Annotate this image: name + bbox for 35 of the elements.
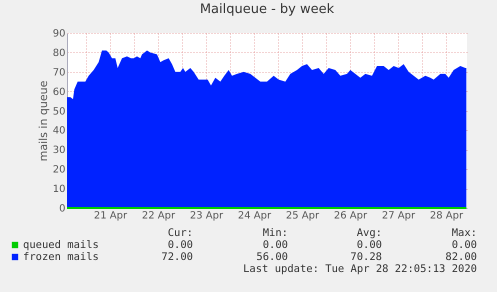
text: 0.00: [452, 239, 477, 251]
x-tick-label: 26 Apr: [334, 210, 368, 222]
legend-label: queued mails: [23, 239, 99, 251]
text: 0.00: [356, 239, 382, 251]
y-tick-label: 50: [52, 106, 66, 118]
y-tick-label: 40: [52, 126, 66, 137]
y-tick-label: 60: [52, 86, 66, 98]
y-tick-label: 20: [52, 164, 66, 176]
x-tick-label: 23 Apr: [190, 210, 224, 222]
x-tick-label: 25 Apr: [286, 210, 320, 222]
legend-label: frozen mails: [23, 251, 99, 263]
x-tick-label: 27 Apr: [382, 210, 416, 222]
text: 82.00: [445, 251, 477, 263]
text: 56.00: [256, 251, 288, 263]
y-axis-title: mails in queue: [36, 80, 50, 162]
y-tick-label: 10: [52, 184, 66, 196]
x-tick-label: 24 Apr: [238, 210, 272, 222]
text: 70.28: [350, 251, 382, 263]
text: Avg:: [356, 227, 382, 239]
y-tick-label: 30: [52, 145, 66, 156]
text: Cur:: [168, 227, 193, 239]
text: 0.00: [262, 239, 288, 251]
text: Min:: [262, 227, 288, 239]
text: 0.00: [168, 239, 193, 251]
text: 72.00: [161, 251, 193, 263]
y-tick-label: 0: [59, 204, 66, 214]
y-tick-label: 70: [52, 67, 66, 78]
text: Last update: Tue Apr 28 22:05:13 2020: [243, 263, 477, 275]
x-tick-label: 28 Apr: [430, 210, 464, 222]
y-tick-label: 80: [52, 48, 66, 59]
x-tick-label: 22 Apr: [142, 210, 176, 222]
text: Max:: [452, 227, 477, 239]
x-tick-label: 21 Apr: [94, 210, 128, 222]
chart-title: Mailqueue - by week: [200, 2, 335, 17]
y-tick-label: 90: [52, 28, 66, 40]
